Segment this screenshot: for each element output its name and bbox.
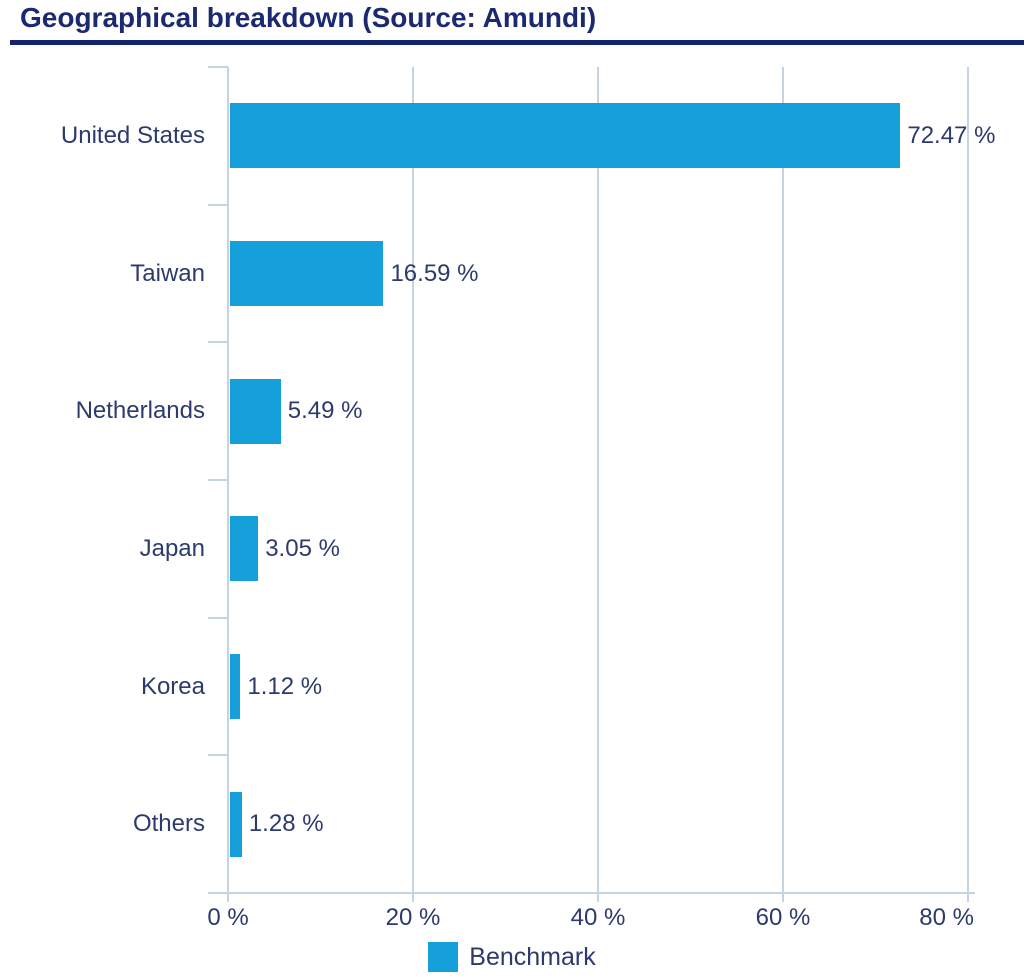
bar: [230, 791, 242, 857]
value-label: 1.12 %: [247, 672, 323, 700]
x-tick-label: 40 %: [570, 904, 626, 931]
category-label: Japan: [139, 534, 205, 562]
bar: [230, 378, 281, 444]
x-axis-tick: [227, 893, 229, 902]
bar: [230, 516, 259, 582]
legend-label: Benchmark: [469, 943, 596, 971]
value-label: 5.49 %: [287, 397, 363, 425]
bar: [230, 241, 384, 306]
value-label: 16.59 %: [390, 259, 479, 287]
value-label: 72.47 %: [907, 121, 996, 149]
x-axis-line: [208, 892, 975, 894]
gridline: [597, 67, 599, 893]
title-rule: [10, 40, 1024, 45]
y-axis-tick: [208, 66, 228, 68]
x-axis-tick: [597, 893, 599, 902]
y-axis-tick: [208, 341, 228, 344]
x-tick-label: 20 %: [385, 904, 441, 931]
x-tick-label: 0 %: [207, 904, 249, 931]
chart-title: Geographical breakdown (Source: Amundi): [20, 2, 597, 33]
x-axis-tick: [782, 893, 784, 902]
x-axis-tick: [412, 893, 414, 902]
gridline: [967, 67, 969, 893]
bar: [230, 654, 241, 719]
category-label: United States: [60, 121, 205, 149]
category-label: Korea: [140, 672, 205, 700]
y-axis-tick: [208, 754, 228, 757]
x-tick-label: 80 %: [919, 904, 974, 931]
category-label: Others: [132, 810, 205, 838]
bar: [230, 103, 901, 169]
legend: Benchmark: [0, 941, 1024, 973]
y-axis-tick: [208, 616, 228, 619]
y-axis-tick: [208, 479, 228, 481]
gridline: [227, 67, 229, 893]
value-label: 3.05 %: [265, 534, 340, 562]
y-axis-tick: [208, 203, 228, 206]
category-label: Taiwan: [130, 259, 205, 287]
value-label: 1.28 %: [248, 810, 324, 838]
x-tick-label: 60 %: [755, 904, 811, 931]
category-label: Netherlands: [75, 397, 205, 425]
gridline: [412, 67, 414, 893]
x-axis-tick: [967, 893, 969, 902]
legend-swatch-icon: [428, 942, 459, 972]
gridline: [782, 67, 784, 893]
